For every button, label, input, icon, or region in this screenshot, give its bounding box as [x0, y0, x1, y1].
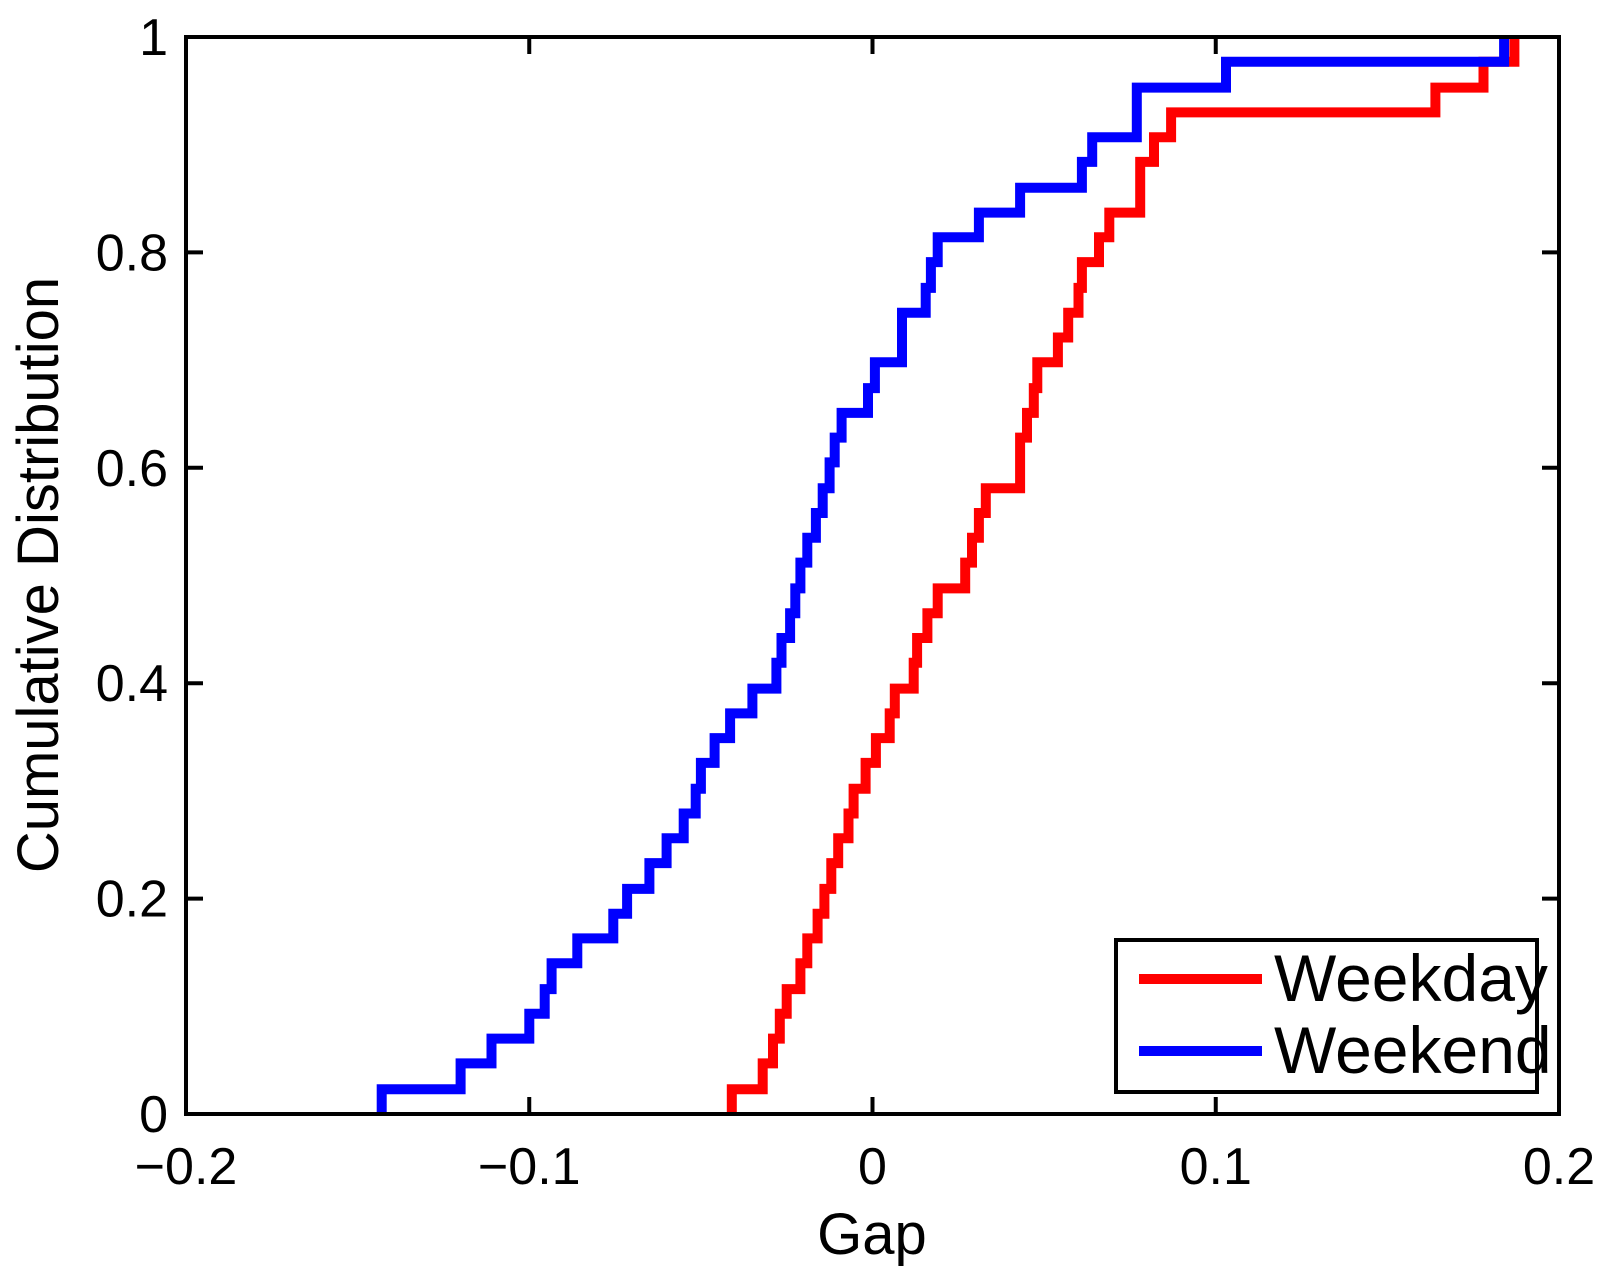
x-tick-label: 0.1	[1180, 1138, 1252, 1196]
x-tick-label: 0	[858, 1138, 887, 1196]
y-tick-label: 0.2	[96, 871, 168, 929]
legend: Weekday Weekend	[1114, 938, 1552, 1094]
x-tick-label: −0.1	[478, 1138, 581, 1196]
y-tick-label: 0	[139, 1086, 168, 1144]
legend-label-weekend: Weekend	[1274, 1013, 1552, 1087]
tick-label-layer: −0.2 −0.1 0 0.1 0.2 0 0.2 0.4 0.6 0.8 1	[96, 9, 1595, 1196]
series-path-weekend	[376, 37, 1510, 1114]
series-layer	[376, 37, 1520, 1114]
y-tick-label: 0.4	[96, 655, 168, 713]
y-axis-label: Cumulative Distribution	[6, 277, 71, 873]
legend-label-weekday: Weekday	[1274, 941, 1548, 1015]
legend-box	[1114, 938, 1539, 1094]
plot-area	[186, 37, 1559, 1114]
y-tick-label: 1	[139, 9, 168, 67]
y-tick-label: 0.6	[96, 440, 168, 498]
series-path-weekday	[726, 37, 1520, 1114]
x-tick-label: −0.2	[135, 1138, 238, 1196]
x-axis-label: Gap	[817, 1202, 927, 1267]
x-tick-label: 0.2	[1523, 1138, 1595, 1196]
y-tick-label: 0.8	[96, 224, 168, 282]
tick-layer	[184, 35, 1561, 1116]
